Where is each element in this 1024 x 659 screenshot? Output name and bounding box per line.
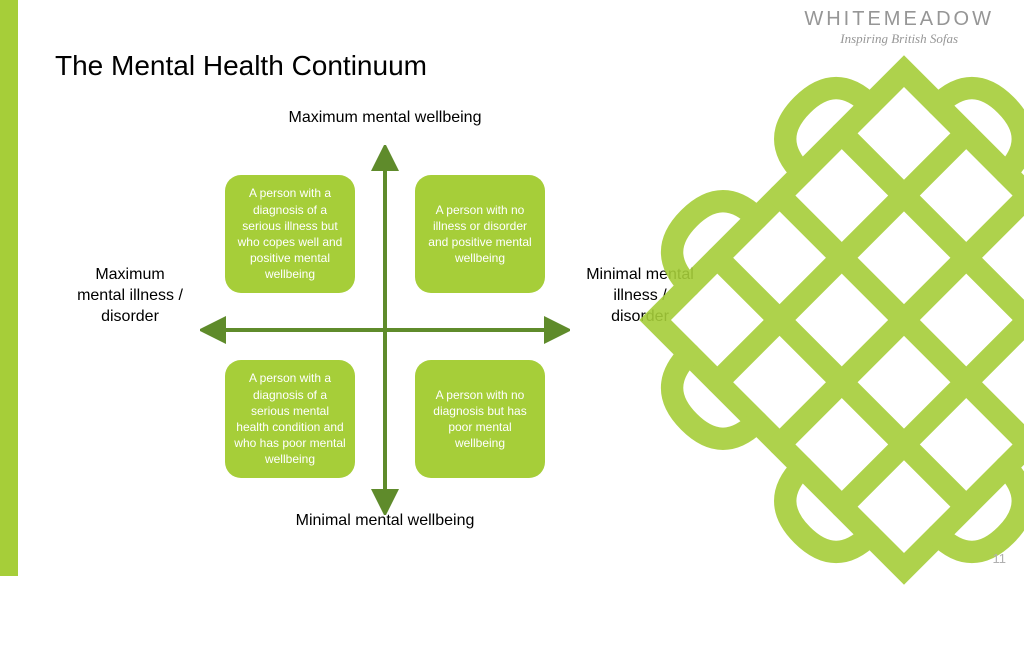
axis-label-left: Maximum mental illness / disorder <box>75 265 185 327</box>
accent-left-bar <box>0 0 18 576</box>
page-number: 11 <box>993 551 1007 566</box>
quadrant-bottom-right: A person with no diagnosis but has poor … <box>415 360 545 478</box>
celtic-knot-decoration <box>565 0 1024 659</box>
quadrant-top-right: A person with no illness or disorder and… <box>415 175 545 293</box>
slide-title: The Mental Health Continuum <box>55 50 427 82</box>
axis-label-top: Maximum mental wellbeing <box>105 108 665 129</box>
quadrant-top-left: A person with a diagnosis of a serious i… <box>225 175 355 293</box>
quadrant-bottom-left: A person with a diagnosis of a serious m… <box>225 360 355 478</box>
